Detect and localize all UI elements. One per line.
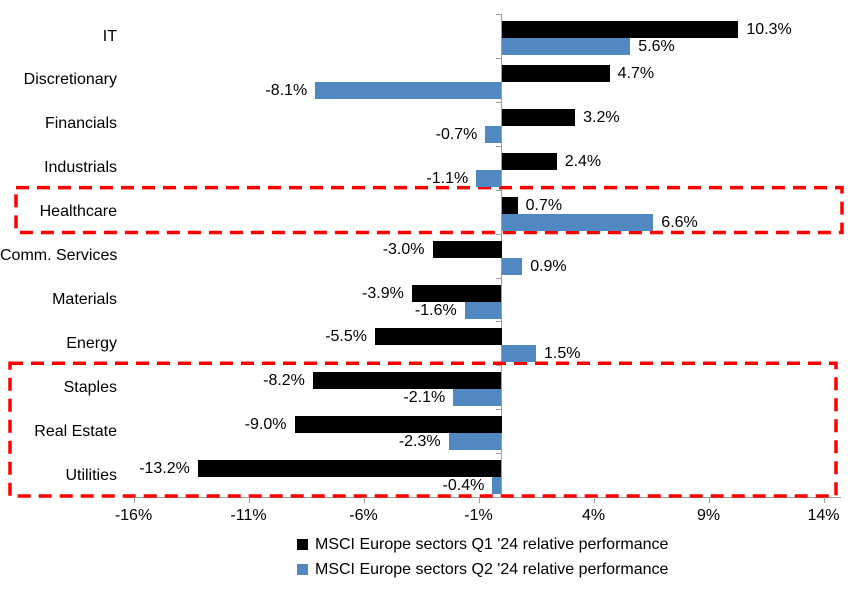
value-axis-tick: [133, 497, 135, 503]
value-axis-tick: [248, 497, 250, 503]
category-label-materials: Materials: [52, 290, 117, 308]
category-axis-tick: [495, 101, 502, 103]
legend-swatch-q1: [297, 539, 308, 550]
value-label-q2-materials: -1.6%: [414, 301, 457, 319]
bar-q1-staples: [312, 372, 502, 390]
category-axis-tick: [495, 365, 502, 367]
category-axis-tick: [495, 145, 502, 147]
value-label-q2-industrials: -1.1%: [426, 169, 469, 187]
value-label-q1-materials: -3.9%: [362, 284, 404, 302]
category-axis-tick: [495, 453, 502, 455]
legend-label-q2: MSCI Europe sectors Q2 '24 relative perf…: [315, 561, 669, 578]
value-axis-tick: [823, 497, 825, 503]
bar-q1-real-estate: [294, 416, 502, 434]
bar-q2-discretionary: [315, 81, 502, 99]
bar-q1-utilities: [197, 460, 502, 478]
bar-q2-healthcare: [501, 213, 654, 231]
category-label-energy: Energy: [66, 334, 117, 352]
value-label-q2-utilities: -0.4%: [442, 477, 485, 495]
bar-q1-healthcare: [501, 196, 518, 214]
category-axis-tick: [495, 409, 502, 411]
value-axis-tick: [478, 497, 480, 503]
legend-item-q2: MSCI Europe sectors Q2 '24 relative perf…: [297, 560, 668, 579]
bar-q2-materials: [464, 301, 502, 319]
value-label-q1-real-estate: -9.0%: [244, 416, 287, 434]
category-label-discretionary: Discretionary: [23, 71, 117, 89]
value-label-q1-comm-services: -3.0%: [382, 240, 425, 258]
value-label-q2-financials: -0.7%: [435, 125, 478, 143]
value-axis-tick: [708, 497, 710, 503]
bar-q1-materials: [411, 284, 502, 302]
value-label-q2-real-estate: -2.3%: [398, 433, 441, 451]
value-label-q2-healthcare: 6.6%: [661, 213, 698, 231]
value-label-q2-it: 5.6%: [638, 38, 675, 55]
category-axis-tick: [495, 14, 502, 15]
bar-q2-it: [501, 38, 631, 55]
highlight-box-healthcare: [14, 185, 844, 235]
value-axis-tick-label: -1%: [464, 507, 493, 524]
bar-q1-comm-services: [432, 240, 502, 258]
category-axis-tick: [495, 57, 502, 59]
value-label-q2-energy: 1.5%: [544, 345, 581, 363]
bar-q1-it: [501, 21, 739, 38]
bar-q2-industrials: [476, 169, 502, 187]
category-label-healthcare: Healthcare: [39, 203, 117, 221]
value-label-q1-healthcare: 0.7%: [525, 196, 563, 214]
category-label-it: IT: [102, 27, 117, 45]
value-label-q1-it: 10.3%: [746, 21, 792, 38]
value-axis-line: [126, 497, 841, 498]
value-axis-tick-label: 9%: [696, 507, 721, 524]
bar-q2-real-estate: [448, 433, 502, 451]
bar-q1-industrials: [501, 152, 557, 170]
category-label-comm-services: Comm. Services: [0, 247, 118, 264]
value-axis-tick-label: -6%: [349, 507, 378, 524]
value-label-q1-discretionary: 4.7%: [617, 64, 655, 82]
value-label-q1-energy: -5.5%: [325, 328, 367, 346]
value-axis-tick: [363, 497, 365, 503]
value-axis-tick-label: 4%: [581, 507, 606, 524]
category-label-industrials: Industrials: [44, 159, 117, 177]
legend: MSCI Europe sectors Q1 '24 relative perf…: [297, 535, 668, 585]
category-axis-tick: [495, 233, 502, 235]
category-axis-line: [501, 14, 502, 497]
bar-q2-financials: [485, 125, 502, 143]
bar-q2-utilities: [492, 477, 502, 495]
bar-q1-discretionary: [501, 64, 610, 82]
category-axis-tick: [495, 277, 502, 279]
value-label-q1-staples: -8.2%: [263, 372, 305, 390]
value-axis-tick-label: -16%: [114, 507, 153, 524]
bar-q2-staples: [453, 389, 502, 407]
value-axis-tick-label: -11%: [230, 507, 267, 524]
category-axis-tick: [495, 321, 502, 323]
value-axis-tick-label: 14%: [807, 507, 840, 524]
category-axis-tick: [495, 189, 502, 191]
value-axis-tick: [593, 497, 595, 503]
value-label-q1-utilities: -13.2%: [139, 460, 190, 478]
value-label-q2-comm-services: 0.9%: [530, 257, 567, 275]
category-label-staples: Staples: [63, 378, 117, 396]
bar-q2-comm-services: [501, 257, 523, 275]
value-label-q2-staples: -2.1%: [403, 389, 446, 407]
bar-q1-financials: [501, 108, 576, 126]
value-label-q2-discretionary: -8.1%: [265, 81, 308, 99]
legend-swatch-q2: [297, 564, 308, 575]
category-label-real-estate: Real Estate: [34, 422, 117, 440]
legend-label-q1: MSCI Europe sectors Q1 '24 relative perf…: [315, 536, 669, 553]
category-axis-tick: [495, 497, 502, 498]
category-label-financials: Financials: [44, 115, 117, 133]
category-label-utilities: Utilities: [65, 466, 117, 484]
legend-item-q1: MSCI Europe sectors Q1 '24 relative perf…: [297, 535, 668, 554]
value-label-q1-financials: 3.2%: [583, 108, 620, 126]
bar-q1-energy: [375, 328, 502, 346]
value-label-q1-industrials: 2.4%: [564, 152, 602, 170]
bar-q2-energy: [501, 345, 536, 363]
